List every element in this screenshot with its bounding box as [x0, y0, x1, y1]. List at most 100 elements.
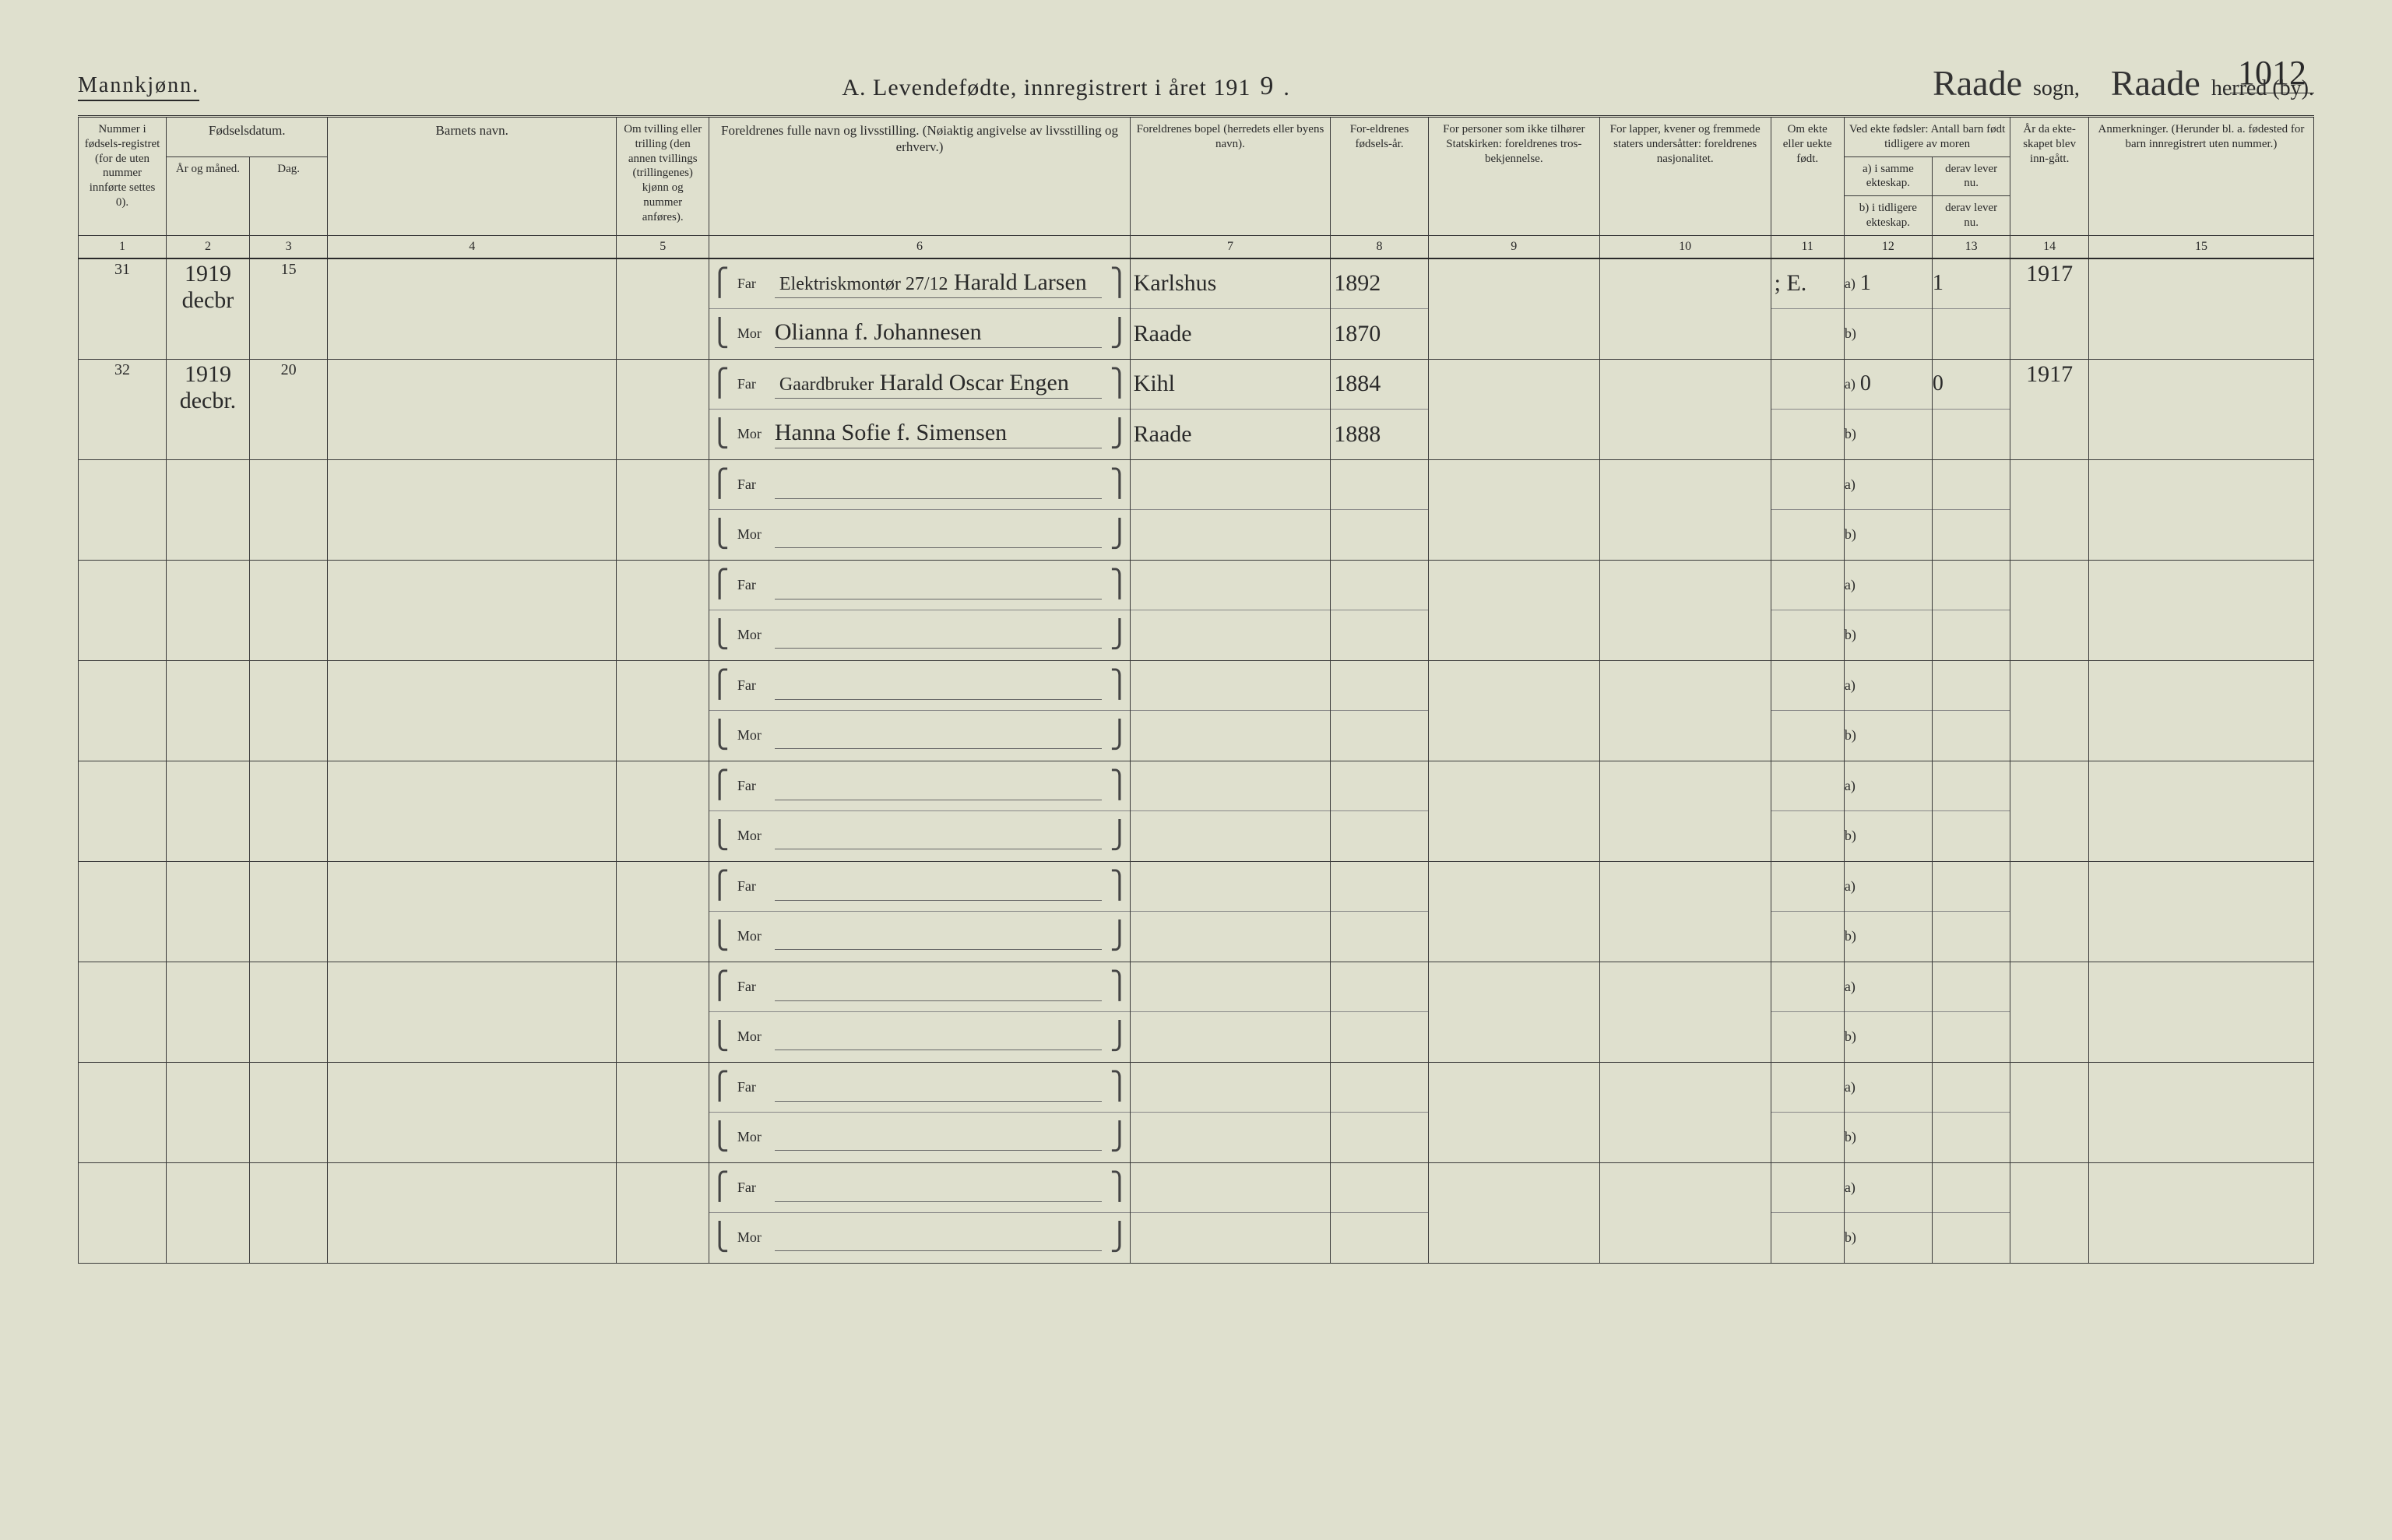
- cell-ekte: [1771, 359, 1844, 459]
- far-row: ⎧ Far Elektriskmontør 27/12 Harald Larse…: [709, 259, 1129, 309]
- cell-aar-ekte: [2010, 660, 2089, 761]
- cell-aar-ekte: 1917: [2010, 359, 2089, 459]
- cell-year-month: [167, 761, 250, 861]
- cell-parents: ⎧ Far ⎫ ⎩ Mor ⎭: [709, 861, 1130, 962]
- b-label: b): [1845, 325, 1856, 342]
- cell-fodselaar: [1331, 861, 1429, 962]
- mor-name: Hanna Sofie f. Simensen: [775, 420, 1102, 448]
- mor-name: [775, 622, 1102, 649]
- cell-year-month: [167, 459, 250, 560]
- cell-twin: [617, 962, 709, 1062]
- mor-name: Olianna f. Johannesen: [775, 319, 1102, 348]
- cell-parents: ⎧ Far ⎫ ⎩ Mor ⎭: [709, 560, 1130, 660]
- cell-fodselaar: [1331, 761, 1429, 861]
- cell-nasj: [1599, 660, 1771, 761]
- cell-ekte: [1771, 660, 1844, 761]
- bracket-icon: ⎧: [709, 672, 730, 698]
- table-body: 31 1919 decbr 15 ⎧ Far Elektriskmontør 2…: [79, 258, 2314, 1264]
- cell-twin: [617, 1162, 709, 1263]
- mor-label: Mor: [737, 1229, 767, 1246]
- bracket-icon: ⎩: [709, 522, 730, 548]
- mor-row: ⎩ Mor ⎭: [709, 509, 1129, 560]
- b-label: b): [1845, 928, 1856, 944]
- bopel-far: [1131, 1163, 1331, 1214]
- far-label: Far: [737, 979, 767, 995]
- cell-tros: [1428, 258, 1599, 360]
- ekte-val: [1771, 962, 1844, 1013]
- cell-num: 31: [79, 258, 167, 360]
- cell-aar-ekte: [2010, 962, 2089, 1062]
- fodsel-far: [1331, 1163, 1428, 1214]
- a-label: a): [1845, 778, 1856, 794]
- ekte-val: [1771, 761, 1844, 812]
- cell-12: a) b): [1844, 861, 1932, 962]
- cell-12: a) 0 b): [1844, 359, 1932, 459]
- bopel-mor: [1131, 711, 1331, 761]
- cell-num: 32: [79, 359, 167, 459]
- col-header-2-group: Fødselsdatum.: [167, 117, 328, 157]
- table-row: 31 1919 decbr 15 ⎧ Far Elektriskmontør 2…: [79, 258, 2314, 360]
- cell-aar-ekte: [2010, 1162, 2089, 1263]
- cell-bopel: [1130, 861, 1331, 962]
- sogn-name-handwritten: Raade: [1933, 65, 2022, 101]
- cell-bopel: [1130, 660, 1331, 761]
- far-label: Far: [737, 1079, 767, 1095]
- fodsel-far: [1331, 862, 1428, 912]
- b-label: b): [1845, 1129, 1856, 1145]
- mor-name: [775, 723, 1102, 749]
- cell-child-name: [328, 1062, 617, 1162]
- colnum-13: 13: [1932, 235, 2010, 258]
- cell-child-name: [328, 459, 617, 560]
- bracket-icon: ⎫: [1110, 571, 1130, 598]
- far-row: ⎧ Far ⎫: [709, 1063, 1129, 1113]
- bracket-icon: ⎩: [709, 923, 730, 950]
- bracket-icon: ⎭: [1110, 321, 1130, 347]
- far-name: [775, 772, 1102, 800]
- cell-ekte: [1771, 459, 1844, 560]
- mor-label: Mor: [737, 1028, 767, 1045]
- a-label: a): [1845, 1180, 1856, 1196]
- a-label: a): [1845, 577, 1856, 593]
- cell-day: [249, 560, 328, 660]
- bopel-mor: [1131, 610, 1331, 660]
- cell-twin: [617, 761, 709, 861]
- bopel-mor: [1131, 1113, 1331, 1162]
- bracket-icon: ⎩: [709, 723, 730, 749]
- cell-child-name: [328, 962, 617, 1062]
- col-header-12a: a) i samme ekteskap.: [1844, 156, 1932, 196]
- cell-bopel: [1130, 761, 1331, 861]
- mor-name: [775, 1024, 1102, 1050]
- far-row: ⎧ Far ⎫: [709, 761, 1129, 811]
- cell-fodselaar: 1884 1888: [1331, 359, 1429, 459]
- bopel-mor: [1131, 1213, 1331, 1263]
- colnum-8: 8: [1331, 235, 1429, 258]
- cell-ekte: [1771, 861, 1844, 962]
- mor-label: Mor: [737, 526, 767, 543]
- bracket-icon: ⎫: [1110, 270, 1130, 297]
- cell-year-month: 1919 decbr: [167, 258, 250, 360]
- cell-day: 15: [249, 258, 328, 360]
- cell-anm: [2088, 761, 2313, 861]
- title-period: .: [1283, 75, 1290, 101]
- fodsel-mor: [1331, 1213, 1428, 1263]
- cell-year-month: [167, 1162, 250, 1263]
- far-name: [775, 872, 1102, 901]
- far-label: Far: [737, 276, 767, 292]
- fodsel-far: [1331, 962, 1428, 1013]
- b-label: b): [1845, 426, 1856, 442]
- col-header-15: Anmerkninger. (Herunder bl. a. fødested …: [2088, 117, 2313, 236]
- bracket-icon: ⎫: [1110, 1174, 1130, 1201]
- far-name: [775, 1173, 1102, 1202]
- cell-tros: [1428, 962, 1599, 1062]
- bracket-icon: ⎭: [1110, 1225, 1130, 1251]
- cell-bopel: [1130, 1062, 1331, 1162]
- cell-anm: [2088, 962, 2313, 1062]
- cell-parents: ⎧ Far Elektriskmontør 27/12 Harald Larse…: [709, 258, 1130, 360]
- far-row: ⎧ Far ⎫: [709, 561, 1129, 610]
- colnum-3: 3: [249, 235, 328, 258]
- cell-twin: [617, 359, 709, 459]
- cell-twin: [617, 1062, 709, 1162]
- cell-tros: [1428, 660, 1599, 761]
- bracket-icon: ⎭: [1110, 1124, 1130, 1151]
- colnum-4: 4: [328, 235, 617, 258]
